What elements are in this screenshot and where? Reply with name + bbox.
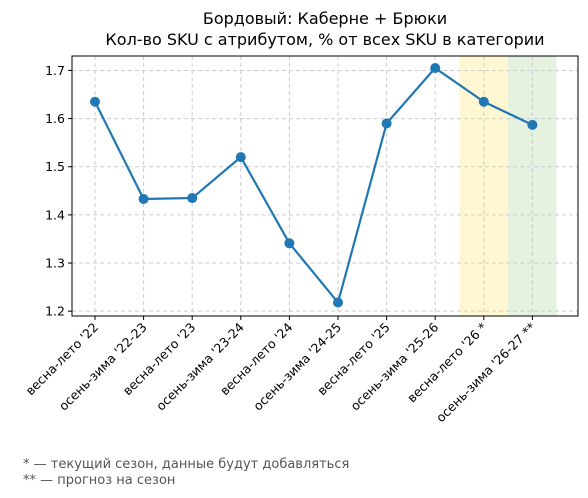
y-tick-label-5: 1.6	[45, 111, 65, 126]
series-line-1	[94, 66, 533, 304]
y-tick-label-2: 1.3	[45, 256, 65, 271]
footnote-forecast: ** — прогноз на сезон	[23, 473, 176, 488]
data-point-1	[90, 96, 100, 107]
x-tick-label-2: осень-зима '22-23	[56, 320, 150, 414]
data-point-7	[381, 118, 392, 129]
data-point-5	[284, 238, 295, 249]
x-tick-label-8: осень-зима '25-26	[347, 319, 441, 413]
chart-title: Бордовый: Каберне + Брюки	[203, 9, 447, 28]
data-point-10	[527, 119, 538, 130]
y-tick-label-3: 1.4	[45, 207, 65, 222]
data-point-2	[138, 194, 149, 204]
data-point-9	[478, 96, 489, 107]
data-point-3	[187, 193, 198, 204]
footnote-current-season: * — текущий сезон, данные будут добавлят…	[23, 457, 350, 472]
data-point-6	[333, 297, 343, 308]
y-tick-label-6: 1.7	[45, 63, 65, 78]
x-tick-label-10: осень-зима '26-27 **	[433, 320, 539, 426]
y-tick-label-4: 1.5	[45, 159, 65, 174]
data-point-4	[235, 152, 246, 163]
x-tick-label-4: осень-зима '23-24	[153, 319, 247, 413]
plot-frame	[71, 55, 579, 317]
chart-subtitle: Кол-во SKU с атрибутом, % от всех SKU в …	[105, 30, 544, 49]
data-point-8	[430, 63, 441, 74]
y-tick-label-1: 1.2	[45, 304, 65, 319]
x-tick-label-6: осень-зима '24-25	[250, 320, 344, 414]
